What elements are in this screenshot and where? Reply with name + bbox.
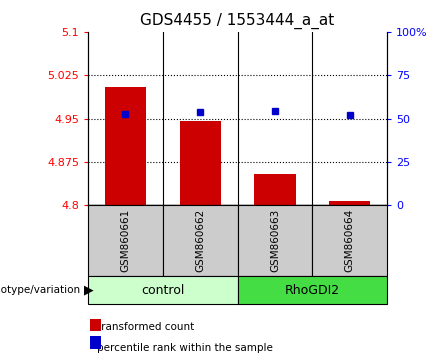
Text: genotype/variation: genotype/variation (0, 285, 84, 295)
Bar (329, 201, 370, 205)
Bar (238, 205, 312, 276)
Bar (88, 276, 238, 304)
Text: percentile rank within the sample: percentile rank within the sample (97, 343, 273, 353)
Text: transformed count: transformed count (97, 322, 194, 332)
Bar (88, 205, 163, 276)
Bar (254, 173, 296, 205)
Bar (163, 205, 238, 276)
Text: control: control (141, 284, 184, 297)
Text: GSM860662: GSM860662 (195, 209, 205, 272)
Text: ▶: ▶ (84, 284, 93, 297)
Bar (238, 276, 387, 304)
Text: GSM860664: GSM860664 (345, 209, 355, 272)
Text: RhoGDI2: RhoGDI2 (285, 284, 340, 297)
Text: GSM860661: GSM860661 (121, 209, 130, 272)
Bar (180, 121, 221, 205)
Bar (312, 205, 387, 276)
Title: GDS4455 / 1553444_a_at: GDS4455 / 1553444_a_at (140, 13, 335, 29)
Text: GSM860663: GSM860663 (270, 209, 280, 272)
Bar (105, 87, 146, 205)
